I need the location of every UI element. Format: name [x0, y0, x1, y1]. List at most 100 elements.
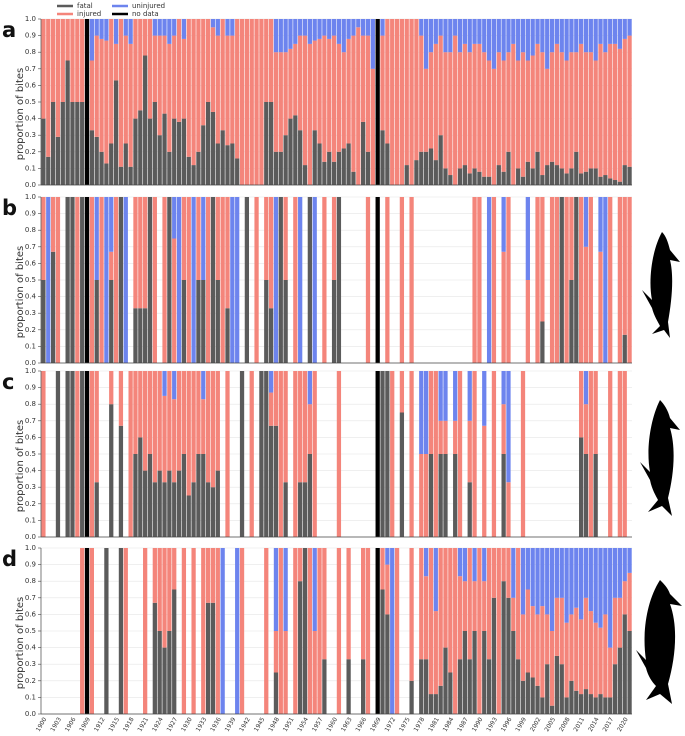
bar-segment [162, 113, 167, 185]
y-tick-label: 0.0 [25, 533, 36, 541]
bar-segment [593, 697, 598, 714]
bar-segment [75, 102, 80, 185]
bar-segment [118, 371, 124, 426]
bar-segment [506, 151, 511, 185]
bar-segment [574, 548, 579, 608]
x-tick-label: 1990 [471, 716, 485, 733]
bar-segment [525, 548, 530, 590]
bar-segment [365, 197, 371, 363]
x-tick-label: 1930 [180, 716, 194, 733]
bar-segment [351, 19, 356, 36]
bar-segment [574, 690, 579, 714]
bar-segment [549, 548, 555, 631]
bar-segment [535, 548, 540, 615]
bar-segment [457, 548, 463, 577]
bar-segment [104, 197, 109, 363]
bar-segment [298, 19, 303, 36]
bar-segment [293, 115, 298, 185]
bar-segment [472, 548, 477, 582]
bar-segment [511, 631, 516, 714]
x-tick-label: 1981 [427, 716, 441, 733]
bar-segment [70, 371, 75, 537]
bar-segment [278, 151, 283, 185]
bar-segment [278, 19, 283, 53]
bar-segment [201, 197, 206, 280]
bar-segment [569, 280, 574, 363]
bar-segment [554, 548, 560, 598]
bar-segment [622, 548, 627, 582]
bar-segment [559, 197, 564, 363]
bar-segment [215, 371, 220, 471]
bar-segment [264, 102, 269, 185]
bar-segment [307, 454, 312, 537]
bar-segment [264, 19, 269, 102]
bar-segment [118, 425, 124, 537]
bar-segment [530, 677, 535, 714]
x-tick-label: 1906 [64, 716, 78, 733]
bar-segment [491, 548, 497, 598]
bar-segment [380, 548, 385, 590]
bar-segment [491, 197, 497, 363]
bar-segment [143, 197, 148, 309]
y-tick-label: 0.1 [25, 164, 36, 172]
bar-segment [501, 581, 506, 714]
bar-segment [394, 19, 400, 185]
bar-segment [549, 631, 555, 706]
bar-segment [438, 454, 443, 537]
bar-segment [375, 19, 380, 185]
bar-segment [225, 197, 230, 309]
bar-segment [181, 280, 187, 363]
y-tick-label: 0.2 [25, 677, 36, 685]
bar-segment [375, 548, 380, 714]
y-tick-label: 0.8 [25, 400, 36, 408]
bar-segment [501, 454, 506, 537]
panel-letter: b [2, 196, 17, 220]
bar-segment [448, 52, 453, 176]
x-tick-label: 1987 [456, 716, 470, 733]
bar-segment [419, 35, 424, 152]
y-tick-label: 0.4 [25, 467, 37, 475]
panel-letter: d [2, 547, 17, 571]
bar-segment [443, 420, 448, 454]
bar-segment [298, 130, 303, 185]
bar-segment [433, 548, 438, 612]
bar-segment [264, 371, 269, 537]
bar-segment [404, 165, 409, 185]
x-tick-label: 1927 [166, 716, 180, 733]
bar-segment [196, 151, 201, 185]
x-tick-label: 1936 [209, 716, 223, 733]
bar-segment [516, 548, 521, 660]
x-tick-label: 1948 [267, 716, 281, 733]
bar-segment [399, 371, 405, 413]
bar-segment [583, 371, 589, 405]
bar-segment [167, 151, 172, 185]
bar-segment [167, 631, 172, 714]
bar-segment [617, 371, 623, 537]
bar-segment [312, 19, 317, 41]
bar-segment [331, 35, 337, 162]
bar-segment [486, 659, 492, 714]
bar-segment [196, 371, 201, 454]
bar-segment [230, 197, 235, 363]
bar-segment [612, 664, 618, 714]
bar-segment [99, 38, 104, 152]
bar-segment [167, 19, 172, 44]
bar-segment [559, 19, 564, 53]
bar-segment [564, 60, 569, 174]
bar-segment [186, 197, 191, 363]
bar-segment [201, 280, 206, 363]
bar-segment [428, 371, 434, 454]
bar-segment [540, 548, 545, 607]
bar-segment [385, 548, 390, 565]
bar-segment [545, 165, 550, 185]
bar-segment [603, 548, 608, 615]
bar-segment [443, 19, 448, 53]
bar-segment [622, 19, 627, 39]
panel: 0.0 0.1 0.2 0.3 0.4 0.5 0.6 0.7 0.8 0.9 1.0 d propor… [2, 544, 632, 733]
bar-segment [331, 280, 337, 363]
bar-segment [41, 197, 46, 280]
bar-segment [545, 19, 550, 69]
y-tick-label: 0.6 [25, 81, 37, 89]
bar-segment [409, 19, 414, 185]
x-tick-label: 2014 [587, 716, 601, 733]
